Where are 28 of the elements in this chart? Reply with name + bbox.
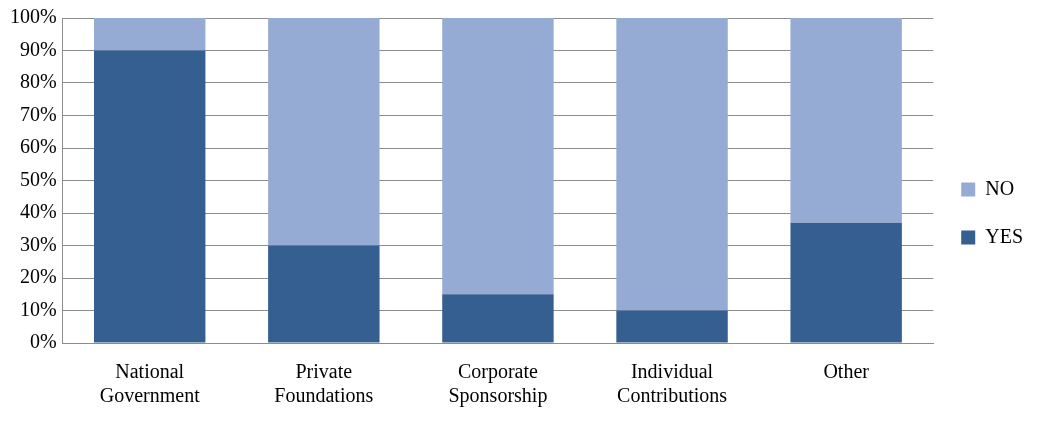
bar: [268, 18, 380, 246]
bar: [442, 294, 554, 343]
y-tick-label: 30%: [19, 232, 57, 255]
bar: [94, 50, 206, 343]
bar: [790, 18, 902, 223]
y-tick-label: 0%: [29, 330, 57, 353]
y-tick-label: 70%: [19, 102, 57, 125]
x-tick-label: Individual Contributions: [617, 360, 728, 407]
bar: [94, 18, 206, 51]
y-tick-label: 100%: [9, 5, 57, 28]
y-tick-label: 40%: [19, 200, 57, 223]
x-tick-label: Other: [823, 360, 870, 383]
x-tick-label: National Government: [99, 360, 201, 407]
bar: [790, 222, 902, 343]
bar: [442, 18, 554, 295]
legend-label: YES: [985, 224, 1024, 247]
legend-label: NO: [985, 176, 1015, 199]
y-tick-label: 50%: [19, 167, 57, 190]
x-tick-label: Private Foundations: [274, 360, 374, 407]
y-tick-label: 90%: [19, 37, 57, 60]
y-tick-label: 60%: [19, 135, 57, 158]
y-tick-label: 80%: [19, 70, 57, 93]
bar: [616, 18, 728, 311]
bar: [616, 310, 728, 343]
x-tick-label: Corporate Sponsorship: [448, 360, 548, 408]
bar: [268, 245, 380, 343]
y-tick-label: 10%: [19, 297, 57, 320]
y-tick-label: 20%: [19, 265, 57, 288]
